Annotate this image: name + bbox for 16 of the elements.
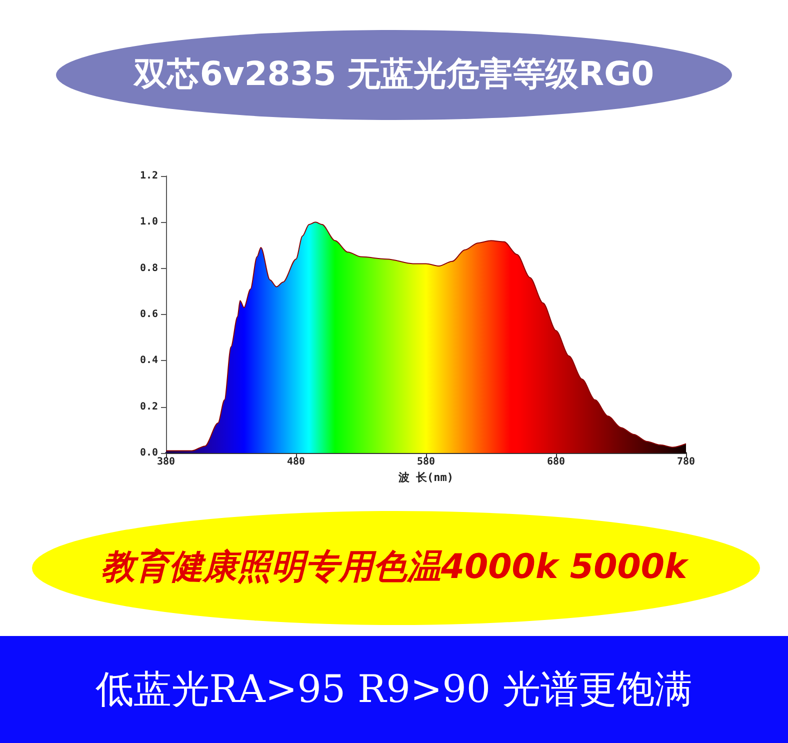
text: 教育健康照明专用色温4000k 5000k [100, 546, 690, 589]
x-tick-label: 680 [546, 456, 566, 468]
y-tick-label: 0.2 [140, 401, 158, 412]
y-tick-label: 0.0 [140, 448, 158, 458]
x-tick-label: 380 [156, 456, 176, 468]
x-tick-label: 480 [286, 456, 306, 468]
x-tick-label: 580 [416, 456, 436, 468]
chart-title: 双芯6v2835 无蓝光危害等级RG0 [132, 53, 656, 95]
y-tick-label: 0.4 [140, 355, 158, 366]
x-axis-title: 波 长(nm) [397, 470, 454, 484]
text: 低蓝光RA>95 R9>90 光谱更饱满 [0, 636, 788, 743]
y-tick-label: 1.2 [140, 170, 158, 182]
y-tick-label: 0.8 [140, 262, 158, 274]
y-tick-label: 1.0 [140, 216, 158, 228]
x-tick-label: 780 [676, 456, 696, 468]
y-tick-label: 0.6 [140, 309, 158, 320]
